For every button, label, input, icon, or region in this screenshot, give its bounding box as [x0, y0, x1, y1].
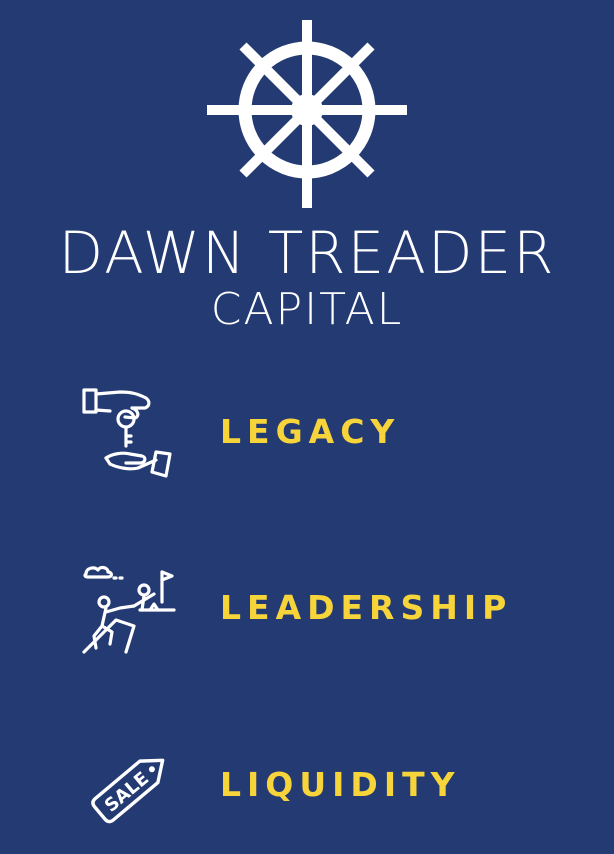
- sale-tag-icon: SALE: [91, 758, 165, 824]
- brand-title: DAWN TREADER: [58, 219, 556, 287]
- brand-subtitle: CAPITAL: [210, 284, 404, 335]
- value-label-liquidity: LIQUIDITY: [220, 765, 461, 804]
- ship-wheel-icon: [207, 20, 407, 208]
- climbers-summit-flag-icon: [82, 565, 176, 654]
- value-item-legacy: LEGACY: [0, 384, 614, 484]
- value-item-leadership: LEADERSHIP: [0, 560, 614, 660]
- value-label-legacy: LEGACY: [220, 412, 401, 451]
- handing-over-key-icon: [82, 388, 172, 478]
- value-label-leadership: LEADERSHIP: [220, 588, 513, 627]
- value-item-liquidity: SALE LIQUIDITY: [0, 738, 614, 838]
